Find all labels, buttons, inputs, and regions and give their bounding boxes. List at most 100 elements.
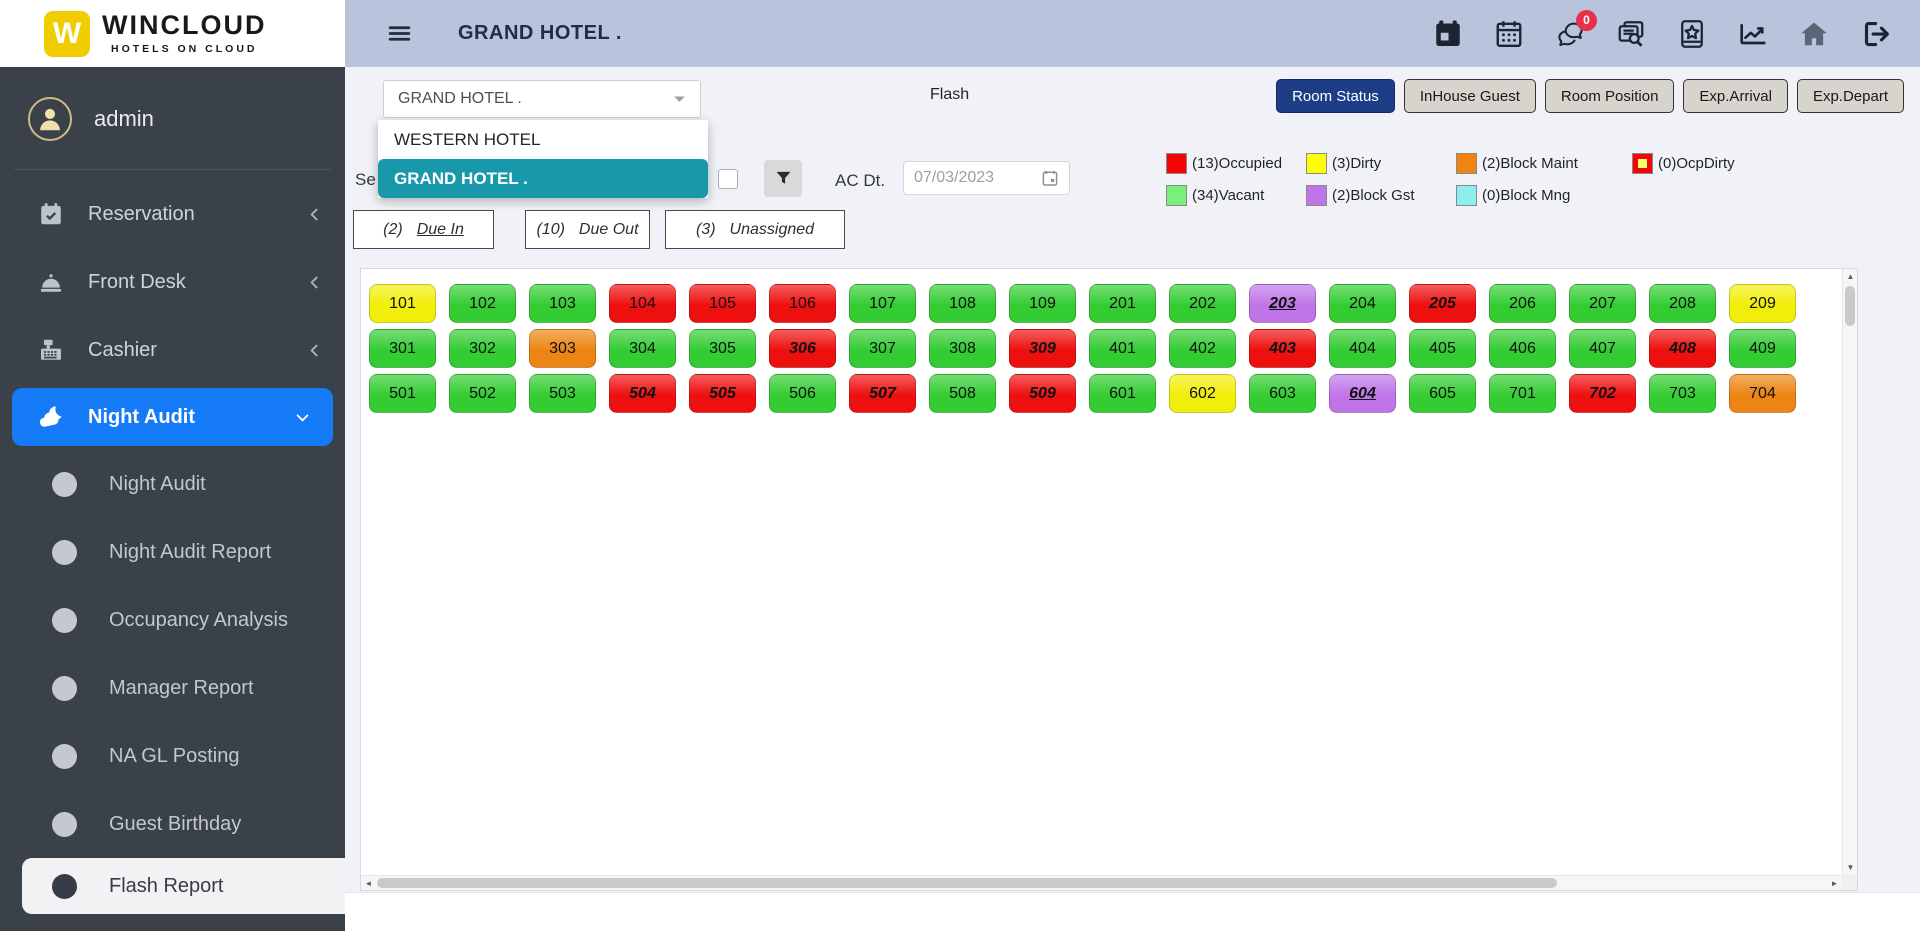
room-cell-207[interactable]: 207 [1569,284,1636,323]
username: admin [94,106,154,131]
home-icon[interactable] [1799,19,1829,49]
calendar-grid-icon[interactable] [1494,19,1524,49]
room-cell-601[interactable]: 601 [1089,374,1156,413]
room-cell-301[interactable]: 301 [369,329,436,368]
filter-checkbox[interactable] [718,169,738,189]
room-row: 501 502 503 504 505 506 507 508 509 601 602 603 604 6… [369,374,1842,413]
room-cell-404[interactable]: 404 [1329,329,1396,368]
due-button-due-in[interactable]: (2) Due In [353,210,494,249]
room-cell-507[interactable]: 507 [849,374,916,413]
room-cell-409[interactable]: 409 [1729,329,1796,368]
due-button-due-out[interactable]: (10) Due Out [525,210,650,249]
ac-date-input[interactable]: 07/03/2023 [903,161,1070,195]
room-cell-503[interactable]: 503 [529,374,596,413]
room-cell-407[interactable]: 407 [1569,329,1636,368]
room-cell-703[interactable]: 703 [1649,374,1716,413]
room-cell-105[interactable]: 105 [689,284,756,323]
room-cell-403[interactable]: 403 [1249,329,1316,368]
room-cell-109[interactable]: 109 [1009,284,1076,323]
sidebar-subitem-manager-report[interactable]: Manager Report [0,654,345,722]
room-cell-209[interactable]: 209 [1729,284,1796,323]
room-cell-704[interactable]: 704 [1729,374,1796,413]
room-cell-106[interactable]: 106 [769,284,836,323]
tab-room-status[interactable]: Room Status [1276,79,1395,113]
room-cell-107[interactable]: 107 [849,284,916,323]
sidebar-item-front-desk[interactable]: Front Desk [0,248,345,316]
room-cell-308[interactable]: 308 [929,329,996,368]
hamburger-menu-icon[interactable] [385,21,414,46]
tab-room-position[interactable]: Room Position [1544,79,1675,113]
scroll-down-icon[interactable] [1843,860,1858,875]
dropdown-option-grand-hotel[interactable]: GRAND HOTEL . [378,159,708,198]
room-cell-509[interactable]: 509 [1009,374,1076,413]
room-cell-202[interactable]: 202 [1169,284,1236,323]
sidebar-subitem-night-audit-report[interactable]: Night Audit Report [0,518,345,586]
sidebar-subitem-na-gl-posting[interactable]: NA GL Posting [0,722,345,790]
room-cell-305[interactable]: 305 [689,329,756,368]
room-cell-205[interactable]: 205 [1409,284,1476,323]
sidebar-subitem-guest-birthday[interactable]: Guest Birthday [0,790,345,858]
sidebar-subitem-occupancy-analysis[interactable]: Occupancy Analysis [0,586,345,654]
chart-line-icon[interactable] [1738,19,1768,49]
logout-icon[interactable] [1860,19,1890,49]
sidebar-item-reservation[interactable]: Reservation [0,180,345,248]
sidebar-item-cashier[interactable]: Cashier [0,316,345,384]
horizontal-scroll-thumb[interactable] [377,878,1557,888]
due-button-unassigned[interactable]: (3) Unassigned [665,210,845,249]
hotel-select[interactable]: GRAND HOTEL . [383,80,701,118]
room-cell-604[interactable]: 604 [1329,374,1396,413]
room-cell-605[interactable]: 605 [1409,374,1476,413]
room-cell-602[interactable]: 602 [1169,374,1236,413]
room-cell-302[interactable]: 302 [449,329,516,368]
vertical-scroll-thumb[interactable] [1845,286,1855,326]
room-cell-307[interactable]: 307 [849,329,916,368]
filter-button[interactable] [764,160,802,197]
room-cell-208[interactable]: 208 [1649,284,1716,323]
room-cell-508[interactable]: 508 [929,374,996,413]
room-cell-406[interactable]: 406 [1489,329,1556,368]
room-cell-104[interactable]: 104 [609,284,676,323]
room-cell-201[interactable]: 201 [1089,284,1156,323]
room-cell-303[interactable]: 303 [529,329,596,368]
sidebar-subitem-night-audit[interactable]: Night Audit [0,450,345,518]
room-cell-701[interactable]: 701 [1489,374,1556,413]
room-cell-501[interactable]: 501 [369,374,436,413]
room-cell-304[interactable]: 304 [609,329,676,368]
room-cell-204[interactable]: 204 [1329,284,1396,323]
room-cell-306[interactable]: 306 [769,329,836,368]
sidebar-item-night-audit[interactable]: Night Audit [12,388,333,446]
room-cell-603[interactable]: 603 [1249,374,1316,413]
dropdown-option-western-hotel[interactable]: WESTERN HOTEL [394,129,541,149]
calendar-solid-icon[interactable] [1433,19,1463,49]
room-cell-502[interactable]: 502 [449,374,516,413]
sidebar-subitem-flash-report[interactable]: Flash Report [22,858,345,914]
tab-exp-depart[interactable]: Exp.Depart [1796,79,1904,113]
legend-item-ocp-dirty: (0)OcpDirty [1632,153,1735,174]
calendar-icon[interactable] [1041,169,1059,187]
scroll-left-icon[interactable] [361,876,376,891]
room-cell-309[interactable]: 309 [1009,329,1076,368]
room-cell-504[interactable]: 504 [609,374,676,413]
room-cell-506[interactable]: 506 [769,374,836,413]
room-cell-206[interactable]: 206 [1489,284,1556,323]
room-cell-102[interactable]: 102 [449,284,516,323]
horizontal-scrollbar[interactable] [361,875,1842,890]
vertical-scrollbar[interactable] [1842,269,1857,875]
room-cell-103[interactable]: 103 [529,284,596,323]
doc-search-icon[interactable] [1616,19,1646,49]
room-cell-408[interactable]: 408 [1649,329,1716,368]
room-cell-402[interactable]: 402 [1169,329,1236,368]
room-cell-108[interactable]: 108 [929,284,996,323]
star-square-icon[interactable] [1677,19,1707,49]
chat-icon[interactable]: 0 [1555,9,1597,49]
room-cell-203[interactable]: 203 [1249,284,1316,323]
room-cell-401[interactable]: 401 [1089,329,1156,368]
tab-inhouse-guest[interactable]: InHouse Guest [1403,79,1536,113]
room-cell-101[interactable]: 101 [369,284,436,323]
room-cell-405[interactable]: 405 [1409,329,1476,368]
scroll-up-icon[interactable] [1843,269,1858,284]
room-cell-505[interactable]: 505 [689,374,756,413]
scroll-right-icon[interactable] [1827,876,1842,891]
room-cell-702[interactable]: 702 [1569,374,1636,413]
tab-exp-arrival[interactable]: Exp.Arrival [1683,79,1788,113]
